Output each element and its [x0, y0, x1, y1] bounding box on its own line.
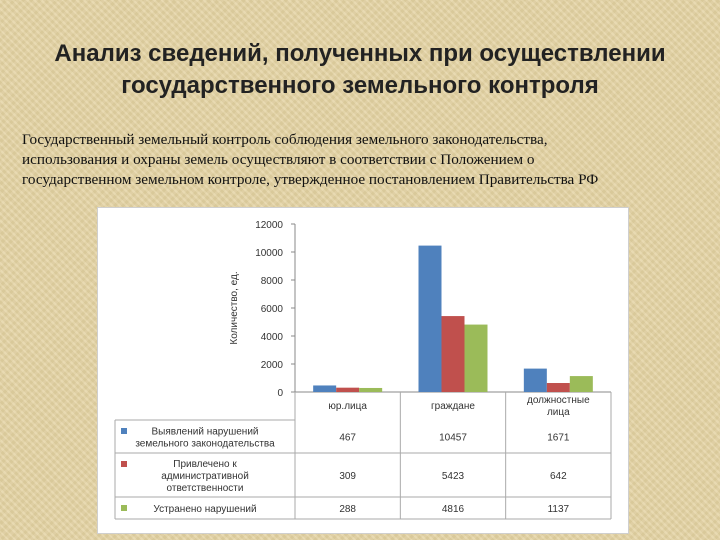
y-tick-label: 2000	[261, 360, 284, 371]
legend-swatch-1	[121, 428, 127, 434]
intro-line-1: Государственный земельный контроль соблю…	[22, 131, 548, 148]
data-label-3-cat-3: 1137	[548, 504, 570, 515]
bar-3-cat-3	[569, 376, 593, 392]
legend-swatch-3	[121, 505, 127, 511]
legend-label-1-line-1: Выявлений нарушений	[151, 427, 258, 438]
bar-3-cat-2	[464, 324, 488, 392]
data-label-1-cat-2: 10457	[439, 433, 467, 444]
bar-1-cat-1	[313, 385, 337, 392]
data-label-3-cat-1: 288	[339, 504, 356, 515]
bar-chart: 0 2000 4000 6000 8000 10000 12000 Количество, е…	[114, 220, 612, 520]
bar-1-cat-3	[523, 368, 547, 392]
page-title: Анализ сведений, полученных при осуществ…	[0, 38, 720, 102]
bar-3-cat-1	[359, 387, 383, 392]
data-label-3-cat-2: 4816	[442, 504, 465, 515]
bar-1-cat-2	[418, 245, 442, 392]
title-line-1: Анализ сведений, полученных при осуществ…	[54, 40, 666, 67]
y-tick-label: 12000	[255, 220, 283, 231]
legend-label-2-line-2: административной	[161, 471, 249, 482]
category-label-1: юр.лица	[328, 401, 367, 412]
intro-line-3: государственном земельном контроле, утве…	[22, 171, 599, 188]
legend-swatch-2	[121, 461, 127, 467]
legend-label-2-line-3: ответственности	[167, 483, 244, 494]
y-tick-label: 10000	[255, 248, 283, 259]
data-label-1-cat-3: 1671	[547, 433, 570, 444]
y-axis-label: Количество, ед.	[229, 271, 240, 344]
legend-label-2-line-1: Привлечено к	[173, 459, 237, 470]
bar-2-cat-1	[336, 387, 360, 392]
title-line-2: государственного земельного контроля	[121, 72, 599, 99]
category-label-2: граждане	[431, 401, 475, 412]
data-label-2-cat-2: 5423	[442, 471, 465, 482]
data-label-2-cat-3: 642	[550, 471, 567, 482]
chart-panel: 0 2000 4000 6000 8000 10000 12000 Количество, е…	[97, 207, 629, 534]
category-label-3-line-1: должностные	[527, 395, 590, 406]
y-tick-label: 0	[277, 388, 283, 399]
intro-line-2: использования и охраны земель осуществля…	[22, 151, 535, 168]
category-label-3-line-2: лица	[547, 407, 570, 418]
y-tick-label: 6000	[261, 304, 284, 315]
bar-2-cat-2	[441, 316, 465, 392]
data-label-1-cat-1: 467	[339, 433, 356, 444]
legend-label-1-line-2: земельного законодательства	[135, 439, 275, 450]
legend-label-3-line-1: Устранено нарушений	[153, 504, 256, 515]
y-tick-label: 4000	[261, 332, 284, 343]
data-label-2-cat-1: 309	[339, 471, 356, 482]
bar-2-cat-3	[546, 383, 570, 392]
y-tick-label: 8000	[261, 276, 284, 287]
intro-paragraph: Государственный земельный контроль соблю…	[22, 130, 702, 190]
